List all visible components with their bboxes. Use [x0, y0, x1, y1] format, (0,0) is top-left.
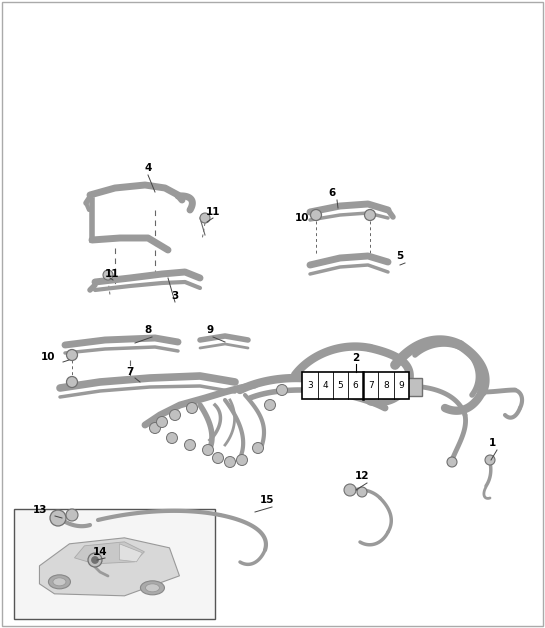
- Circle shape: [311, 210, 322, 220]
- Circle shape: [357, 487, 367, 497]
- Text: 10: 10: [41, 352, 55, 362]
- Circle shape: [167, 433, 178, 443]
- Bar: [14, 509, 215, 619]
- Polygon shape: [119, 544, 142, 562]
- Text: 4: 4: [323, 381, 328, 390]
- Circle shape: [237, 455, 247, 465]
- Circle shape: [92, 556, 99, 563]
- Circle shape: [103, 270, 113, 280]
- Circle shape: [66, 377, 77, 387]
- Text: 12: 12: [355, 471, 370, 481]
- Text: 1: 1: [488, 438, 495, 448]
- Text: 6: 6: [329, 188, 336, 198]
- Polygon shape: [75, 542, 144, 564]
- Circle shape: [344, 484, 356, 496]
- Text: 8: 8: [144, 325, 152, 335]
- Text: 6: 6: [353, 381, 359, 390]
- Text: 11: 11: [105, 269, 119, 279]
- Ellipse shape: [53, 578, 66, 586]
- Circle shape: [485, 455, 495, 465]
- Circle shape: [447, 457, 457, 467]
- Text: 10: 10: [295, 213, 309, 223]
- Ellipse shape: [49, 575, 70, 589]
- Circle shape: [225, 457, 235, 467]
- Text: 5: 5: [396, 251, 404, 261]
- Text: 2: 2: [352, 354, 359, 364]
- Text: 11: 11: [206, 207, 220, 217]
- Circle shape: [186, 403, 197, 413]
- Circle shape: [66, 509, 78, 521]
- Text: 9: 9: [207, 325, 214, 335]
- Circle shape: [213, 453, 223, 463]
- Text: 15: 15: [260, 495, 274, 505]
- Circle shape: [169, 409, 180, 421]
- Circle shape: [365, 210, 376, 220]
- Text: 5: 5: [337, 381, 343, 390]
- Circle shape: [156, 416, 167, 428]
- Circle shape: [200, 213, 210, 223]
- Circle shape: [88, 553, 102, 567]
- Circle shape: [50, 510, 66, 526]
- Text: 3: 3: [171, 291, 179, 301]
- Text: 8: 8: [383, 381, 389, 390]
- Circle shape: [149, 423, 160, 433]
- Circle shape: [276, 384, 288, 396]
- Text: 4: 4: [144, 163, 152, 173]
- Text: 14: 14: [93, 547, 107, 557]
- Circle shape: [185, 440, 196, 450]
- Text: 7: 7: [368, 381, 374, 390]
- Circle shape: [66, 350, 77, 360]
- Bar: [302, 372, 409, 399]
- Circle shape: [203, 445, 214, 455]
- Ellipse shape: [146, 584, 160, 592]
- Bar: [400, 378, 422, 396]
- Text: 3: 3: [307, 381, 313, 390]
- Polygon shape: [39, 538, 179, 596]
- Text: 7: 7: [126, 367, 134, 377]
- Circle shape: [264, 399, 276, 411]
- Text: 13: 13: [33, 505, 47, 515]
- Circle shape: [252, 443, 263, 453]
- Ellipse shape: [141, 581, 165, 595]
- Text: 9: 9: [398, 381, 404, 390]
